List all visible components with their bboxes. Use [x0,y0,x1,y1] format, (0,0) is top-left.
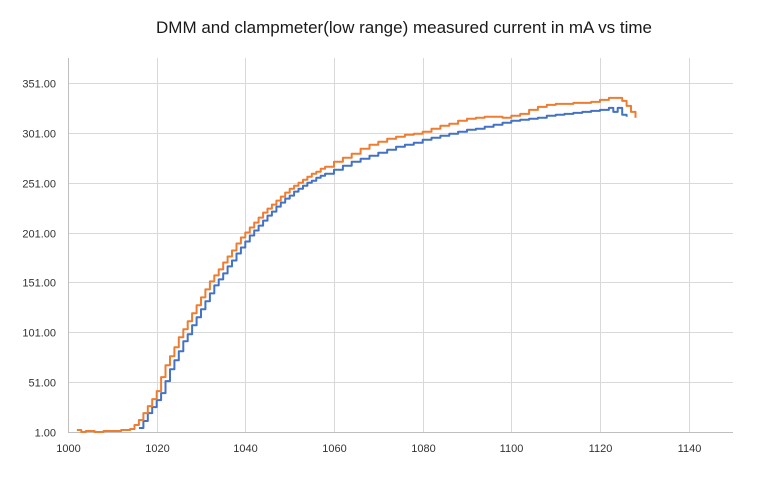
x-tick-label: 1020 [145,443,169,455]
y-tick-label: 301.00 [22,129,56,141]
series-line-1 [138,106,628,429]
chart-title: DMM and clampmeter(low range) measured c… [156,18,652,37]
x-tick-label: 1080 [411,443,435,455]
series-line-2 [76,96,637,433]
y-tick-label: 251.00 [22,179,56,191]
y-tick-label: 101.00 [22,328,56,340]
x-tick-label: 1060 [322,443,346,455]
series-group [76,96,637,433]
x-tick-label: 1140 [678,443,702,455]
y-tick-label: 151.00 [22,278,56,290]
x-tick-label: 1040 [233,443,257,455]
y-tick-label: 201.00 [22,229,56,241]
y-tick-label: 51.00 [28,378,56,390]
gridlines [68,58,733,432]
x-tick-label: 1120 [589,443,613,455]
y-tick-label: 1.00 [35,428,56,440]
x-tick-label: 1100 [500,443,524,455]
y-tick-label: 351.00 [22,79,56,91]
x-tick-label: 1000 [56,443,80,455]
tick-labels: 1.00 51.00 101.00 151.00 201.00 251.00 301.00 3… [22,79,701,456]
